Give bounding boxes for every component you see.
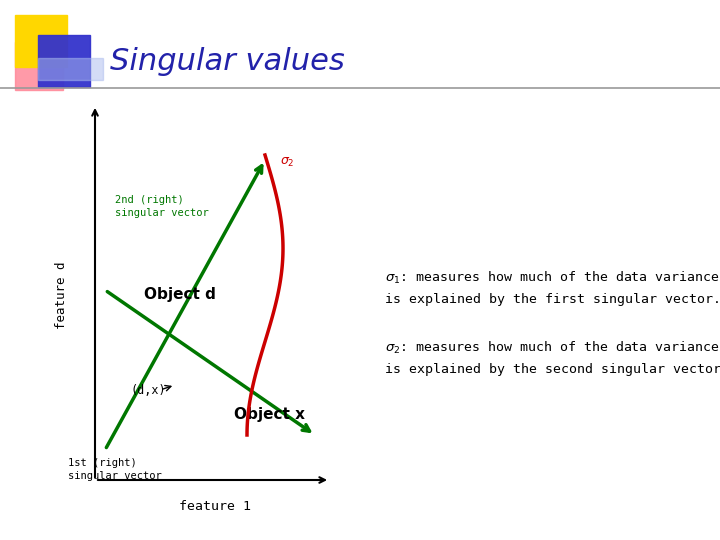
Text: 1st (right)
singular vector: 1st (right) singular vector (68, 458, 162, 481)
Text: 2nd (right)
singular vector: 2nd (right) singular vector (115, 195, 209, 218)
Text: $\sigma_1$: measures how much of the data variance
is explained by the first sin: $\sigma_1$: measures how much of the dat… (385, 270, 720, 306)
Text: Singular values: Singular values (110, 48, 345, 77)
Bar (15, 42, 63, 90)
Text: feature 1: feature 1 (179, 500, 251, 513)
Text: Object d: Object d (144, 287, 216, 302)
Bar (38, 35, 90, 87)
Bar (15, 15, 67, 67)
Text: feature d: feature d (55, 261, 68, 329)
Text: Object x: Object x (235, 408, 305, 422)
Text: $\sigma_2$: $\sigma_2$ (280, 156, 294, 168)
Text: $\sigma_2$: measures how much of the data variance
is explained by the second si: $\sigma_2$: measures how much of the dat… (385, 340, 720, 376)
Text: (d,x): (d,x) (130, 383, 166, 396)
Bar (38, 58, 103, 80)
